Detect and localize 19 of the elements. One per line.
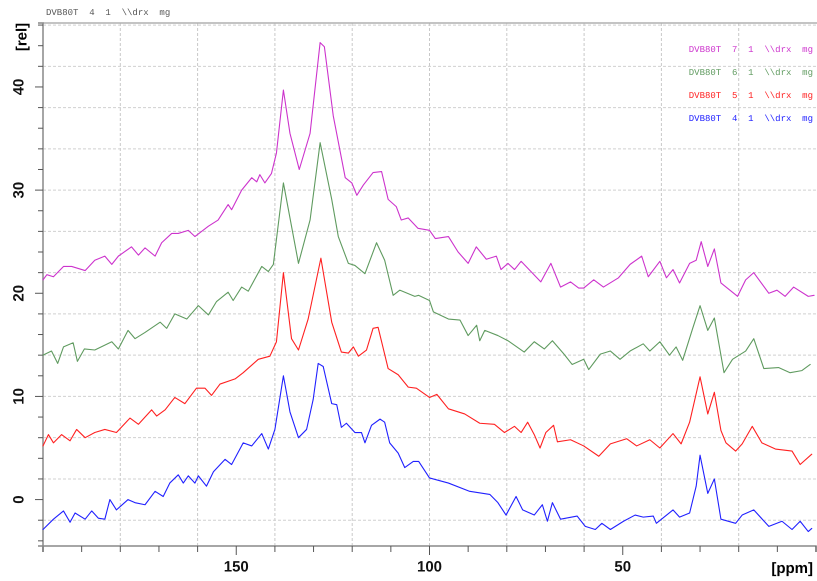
line-series bbox=[42, 362, 812, 532]
y-tick-label: 20 bbox=[10, 284, 28, 302]
y-axis-title: [rel] bbox=[14, 22, 30, 52]
y-tick-label: 10 bbox=[10, 388, 28, 405]
y-tick-label: 40 bbox=[10, 78, 28, 96]
line-series bbox=[42, 42, 815, 297]
line-series bbox=[42, 142, 811, 374]
chart-title: DVB80T 4 1 \\drx mg bbox=[46, 8, 170, 18]
text: DVB80T 4 1 \\drx mg bbox=[688, 114, 813, 124]
x-axis-title: [ppm] bbox=[771, 560, 813, 577]
x-tick-label: 100 bbox=[416, 558, 442, 576]
y-tick-label: 30 bbox=[10, 182, 28, 198]
text: DVB80T 5 1 \\drx mg bbox=[688, 91, 813, 101]
x-tick-label: 50 bbox=[614, 558, 632, 576]
text: DVB80T 7 1 \\drx mg bbox=[688, 45, 813, 55]
line-series bbox=[42, 258, 812, 466]
x-tick-label: 150 bbox=[224, 558, 249, 576]
text: DVB80T 6 1 \\drx mg bbox=[688, 68, 813, 78]
y-tick-label: 0 bbox=[10, 495, 28, 504]
